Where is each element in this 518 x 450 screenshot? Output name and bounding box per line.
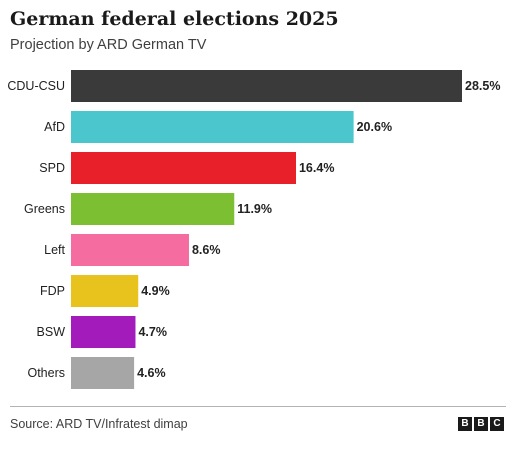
bar-spd — [71, 152, 296, 184]
bar-others — [71, 357, 135, 389]
category-label: Left — [44, 243, 65, 257]
value-label: 8.6% — [192, 243, 221, 257]
category-label: Greens — [24, 202, 65, 216]
chart-subtitle: Projection by ARD German TV — [10, 37, 207, 53]
value-label: 4.7% — [138, 325, 167, 339]
value-label: 4.9% — [141, 284, 170, 298]
bbc-logo: B B C — [458, 417, 504, 431]
category-label: FDP — [40, 284, 65, 298]
value-label: 11.9% — [237, 202, 272, 216]
footer-divider — [10, 406, 506, 407]
chart-title: German federal elections 2025 — [10, 8, 339, 30]
logo-letter: B — [458, 417, 472, 431]
bar-bsw — [71, 316, 136, 348]
bar-afd — [71, 111, 354, 143]
bar-cdu-csu — [71, 70, 462, 102]
bar-greens — [71, 193, 235, 225]
source-note: Source: ARD TV/Infratest dimap — [10, 417, 188, 431]
category-label: Others — [27, 366, 65, 380]
bar-left — [71, 234, 189, 266]
category-label: CDU-CSU — [7, 79, 65, 93]
logo-letter: C — [490, 417, 504, 431]
value-label: 20.6% — [357, 120, 392, 134]
bar-fdp — [71, 275, 139, 307]
value-label: 28.5% — [465, 79, 500, 93]
category-label: SPD — [39, 161, 65, 175]
value-label: 16.4% — [299, 161, 334, 175]
bar-chart: CDU-CSU 28.5% AfD 20.6% SPD 16.4% Greens 11.9% L… — [7, 70, 500, 389]
logo-letter: B — [474, 417, 488, 431]
value-label: 4.6% — [137, 366, 166, 380]
category-label: BSW — [37, 325, 66, 339]
category-label: AfD — [44, 120, 65, 134]
